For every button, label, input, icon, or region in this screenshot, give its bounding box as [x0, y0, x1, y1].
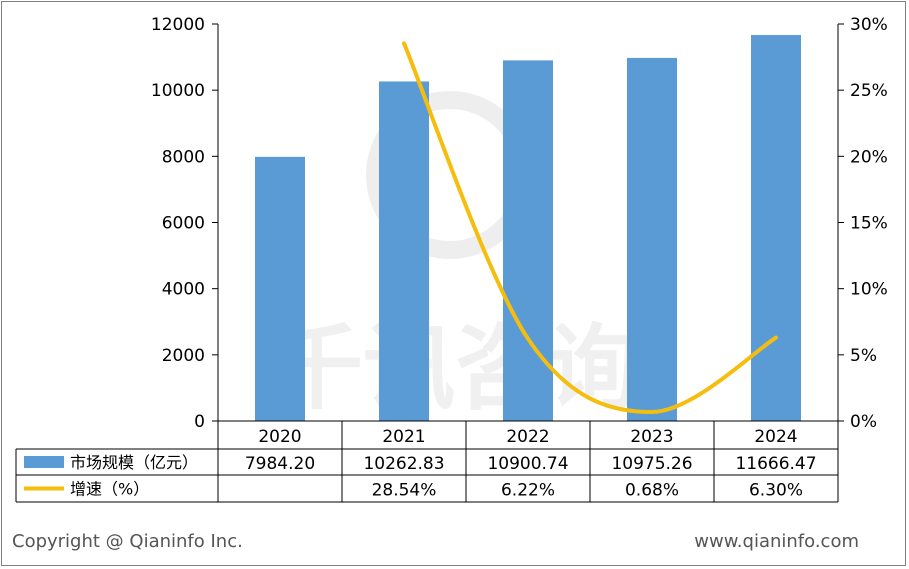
- bar-2024: [751, 35, 801, 422]
- data-label-bar: 10262.83: [363, 454, 444, 474]
- y-left-tick-label: 6000: [162, 214, 205, 234]
- data-label-line: 6.22%: [501, 481, 555, 501]
- y-left-tick-label: 10000: [151, 81, 205, 101]
- y-left-tick-label: 4000: [162, 280, 205, 300]
- data-label-bar: 10975.26: [611, 454, 692, 474]
- bar-2023: [627, 57, 677, 421]
- watermark-text: 千讯咨询: [271, 315, 639, 422]
- line-series: [402, 41, 778, 415]
- x-tick-label: 2022: [506, 427, 549, 447]
- data-label-bar: 7984.20: [245, 454, 315, 474]
- watermark-logo: 千讯咨询: [271, 91, 639, 422]
- bar-2022: [503, 60, 553, 421]
- y-left-tick-label: 0: [194, 412, 205, 432]
- y-right-tick-label: 5%: [850, 346, 877, 366]
- y-right-tick-label: 15%: [850, 214, 888, 234]
- bar-series: [255, 35, 801, 422]
- y-left-tick-label: 12000: [151, 15, 205, 35]
- y-left-tick-label: 2000: [162, 346, 205, 366]
- x-tick-label: 2020: [258, 427, 301, 447]
- data-label-bar: 11666.47: [735, 454, 816, 474]
- data-label-bar: 10900.74: [487, 454, 568, 474]
- data-label-line: 0.68%: [625, 481, 679, 501]
- y-left-tick-label: 8000: [162, 147, 205, 167]
- x-tick-label: 2023: [630, 427, 673, 447]
- y-right-tick-label: 25%: [850, 81, 888, 101]
- copyright-text: Copyright @ Qianinfo Inc.: [12, 531, 243, 552]
- bar-2020: [255, 156, 305, 421]
- x-tick-label: 2021: [382, 427, 425, 447]
- y-right-tick-label: 0%: [850, 412, 877, 432]
- data-table: 2020 2021 2022 2023 2024 市场规模（亿元） 7984.20 10262…: [15, 420, 839, 503]
- legend-line-label: 增速（%）: [70, 480, 149, 499]
- legend-bar-label: 市场规模（亿元）: [70, 453, 198, 472]
- legend-bar-swatch: [24, 456, 64, 468]
- axes: 0 2000 4000 6000 8000 10000 12000 0% 5% 10% 15% 20%…: [151, 15, 888, 432]
- data-label-line: 6.30%: [749, 481, 803, 501]
- growth-line: [402, 41, 778, 415]
- y-right-tick-label: 10%: [850, 280, 888, 300]
- y-right-tick-label: 30%: [850, 15, 888, 35]
- data-label-line: 28.54%: [372, 481, 437, 501]
- y-right-tick-label: 20%: [850, 147, 888, 167]
- x-tick-label: 2024: [754, 427, 797, 447]
- website-text: www.qianinfo.com: [694, 531, 859, 552]
- bar-2021: [379, 81, 429, 421]
